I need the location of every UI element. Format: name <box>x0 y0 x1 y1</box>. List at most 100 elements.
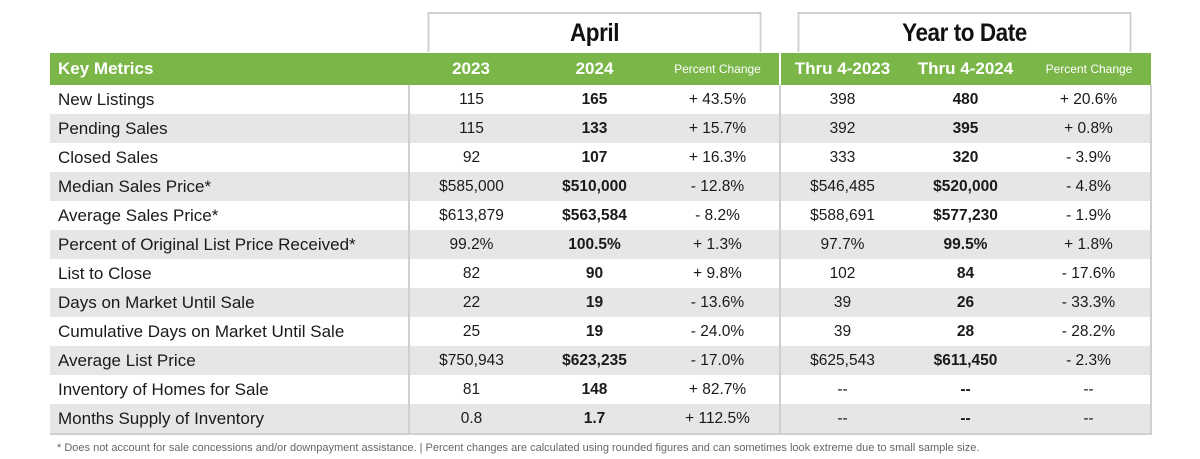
col-header-ytd-2023: Thru 4-2023 <box>779 53 904 85</box>
ytd-2023-value: -- <box>779 404 904 435</box>
april-2023-value: 82 <box>408 259 533 288</box>
ytd-2024-value: 26 <box>904 288 1027 317</box>
april-2024-value: 133 <box>533 114 656 143</box>
april-2024-value: $623,235 <box>533 346 656 375</box>
april-2024-value: $563,584 <box>533 201 656 230</box>
ytd-2024-value: $520,000 <box>904 172 1027 201</box>
metric-label: New Listings <box>50 85 409 114</box>
ytd-2023-value: 97.7% <box>779 230 904 259</box>
ytd-2024-value: 28 <box>904 317 1027 346</box>
metric-label: Average List Price <box>50 346 409 375</box>
ytd-2023-value: 398 <box>779 85 904 114</box>
ytd-2024-value: -- <box>904 404 1027 435</box>
ytd-pct-change: - 3.9% <box>1027 143 1152 172</box>
april-2024-value: 19 <box>533 288 656 317</box>
ytd-2023-value: 102 <box>779 259 904 288</box>
april-2024-value: $510,000 <box>533 172 656 201</box>
metric-label: Closed Sales <box>50 143 409 172</box>
ytd-pct-change: - 33.3% <box>1027 288 1152 317</box>
ytd-pct-change: - 28.2% <box>1027 317 1152 346</box>
april-pct-change: - 24.0% <box>656 317 780 346</box>
april-2023-value: 115 <box>408 114 533 143</box>
ytd-2023-value: $588,691 <box>779 201 904 230</box>
ytd-pct-change: - 17.6% <box>1027 259 1152 288</box>
ytd-2023-value: -- <box>779 375 904 404</box>
metric-label: Days on Market Until Sale <box>50 288 409 317</box>
metrics-report: April Year to Date Key Metrics 2023 2024… <box>50 12 1152 435</box>
table-row: Inventory of Homes for Sale 81 148 + 82.7% -… <box>50 375 1152 404</box>
ytd-2023-value: $546,485 <box>779 172 904 201</box>
ytd-2024-value: $611,450 <box>904 346 1027 375</box>
april-2024-value: 1.7 <box>533 404 656 435</box>
ytd-pct-change: -- <box>1027 375 1152 404</box>
table-row: Closed Sales 92 107 + 16.3% 333 320- 3.9% <box>50 143 1152 172</box>
ytd-2023-value: 392 <box>779 114 904 143</box>
april-2023-value: 99.2% <box>408 230 533 259</box>
ytd-pct-change: -- <box>1027 404 1152 435</box>
april-pct-change: + 82.7% <box>656 375 780 404</box>
april-2023-value: 0.8 <box>408 404 533 435</box>
april-2023-value: 22 <box>408 288 533 317</box>
metric-label: Average Sales Price* <box>50 201 409 230</box>
col-header-ytd-2024: Thru 4-2024 <box>904 53 1027 85</box>
ytd-2023-value: 333 <box>779 143 904 172</box>
april-pct-change: + 16.3% <box>656 143 780 172</box>
april-pct-change: - 12.8% <box>656 172 780 201</box>
april-2024-value: 107 <box>533 143 656 172</box>
ytd-pct-change: - 4.8% <box>1027 172 1152 201</box>
april-pct-change: + 112.5% <box>656 404 780 435</box>
ytd-2024-value: $577,230 <box>904 201 1027 230</box>
ytd-pct-change: + 1.8% <box>1027 230 1152 259</box>
april-pct-change: + 15.7% <box>656 114 780 143</box>
column-header-row: Key Metrics 2023 2024 Percent Change Thr… <box>50 53 1151 85</box>
metric-label: Median Sales Price* <box>50 172 409 201</box>
table-row: Average Sales Price* $613,879 $563,584- 8.… <box>50 201 1152 230</box>
col-header-april-2023: 2023 <box>409 53 533 85</box>
ytd-2023-value: 39 <box>779 288 904 317</box>
metric-label: Pending Sales <box>50 114 409 143</box>
ytd-pct-change: - 1.9% <box>1027 201 1152 230</box>
metric-label: Cumulative Days on Market Until Sale <box>50 317 409 346</box>
ytd-2023-value: 39 <box>779 317 904 346</box>
ytd-pct-change: + 20.6% <box>1027 85 1152 114</box>
april-2024-value: 90 <box>533 259 656 288</box>
table-row: Average List Price $750,943 $623,235- 17.0… <box>50 346 1152 375</box>
april-pct-change: + 43.5% <box>656 85 780 114</box>
col-header-april-2024: 2024 <box>533 53 656 85</box>
april-2024-value: 148 <box>533 375 656 404</box>
ytd-pct-change: + 0.8% <box>1027 114 1152 143</box>
table-row: Months Supply of Inventory 0.8 1.7 + 112.5%… <box>50 404 1152 435</box>
metric-label: Months Supply of Inventory <box>50 404 409 435</box>
metrics-body: New Listings 115 165 + 43.5% 398 480 + 20.6% Pe… <box>50 85 1152 435</box>
table-row: New Listings 115 165 + 43.5% 398 480 + 20.6% <box>50 85 1152 114</box>
table-row: Days on Market Until Sale 22 19- 13.6% 39 26… <box>50 288 1152 317</box>
metric-label: Percent of Original List Price Received* <box>50 230 409 259</box>
april-pct-change: + 9.8% <box>656 259 780 288</box>
ytd-2023-value: $625,543 <box>779 346 904 375</box>
april-2023-value: $585,000 <box>408 172 533 201</box>
ytd-2024-value: 99.5% <box>904 230 1027 259</box>
table-row: Cumulative Days on Market Until Sale 25 19… <box>50 317 1152 346</box>
ytd-2024-value: 84 <box>904 259 1027 288</box>
table-row: List to Close 82 90 + 9.8% 102 84- 17.6% <box>50 259 1152 288</box>
col-header-april-pct: Percent Change <box>656 53 780 85</box>
april-2023-value: $613,879 <box>408 201 533 230</box>
table-row: Pending Sales 115 133 + 15.7% 392 395 + 0.8% <box>50 114 1152 143</box>
ytd-2024-value: 480 <box>904 85 1027 114</box>
april-2023-value: 81 <box>408 375 533 404</box>
metric-label: Inventory of Homes for Sale <box>50 375 409 404</box>
april-2024-value: 19 <box>533 317 656 346</box>
april-2023-value: $750,943 <box>408 346 533 375</box>
col-header-ytd-pct: Percent Change <box>1027 53 1151 85</box>
table-row: Median Sales Price* $585,000 $510,000- 12.… <box>50 172 1152 201</box>
april-period-header: April <box>427 12 762 52</box>
period-header-row: April Year to Date <box>50 12 1150 53</box>
footnote: * Does not account for sale concessions … <box>57 442 980 454</box>
april-pct-change: - 13.6% <box>656 288 780 317</box>
april-2023-value: 25 <box>408 317 533 346</box>
april-pct-change: - 8.2% <box>656 201 780 230</box>
april-2024-value: 165 <box>533 85 656 114</box>
april-pct-change: - 17.0% <box>656 346 780 375</box>
metric-label: List to Close <box>50 259 409 288</box>
april-2023-value: 115 <box>408 85 533 114</box>
